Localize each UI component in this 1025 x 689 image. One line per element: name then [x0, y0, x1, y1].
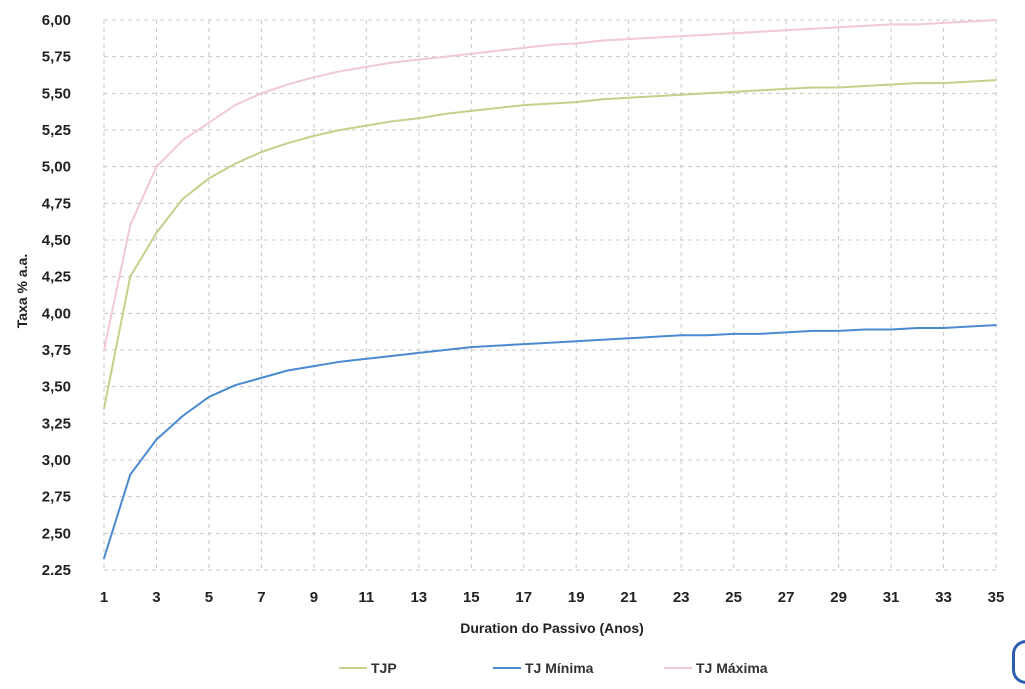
x-tick-label: 29: [830, 589, 847, 606]
x-tick-label: 17: [515, 589, 532, 606]
series-line-1: [103, 79, 997, 410]
y-tick-label: 5,75: [42, 49, 71, 66]
y-axis-ticks: 6,00 5,75 5,50 5,25 5,00 4,75 4,50 4,25 4,00 3,75…: [42, 12, 71, 579]
series-line-2: [103, 324, 997, 560]
x-tick-label: 21: [620, 589, 637, 606]
x-tick-label: 35: [988, 589, 1005, 606]
y-tick-label: 4,50: [42, 232, 71, 249]
y-axis-title: Taxa % a.a.: [14, 254, 30, 328]
y-tick-label: 2,50: [42, 525, 71, 542]
x-tick-label: 25: [725, 589, 742, 606]
y-tick-label: 5,00: [42, 159, 71, 176]
series-line-3: [103, 19, 997, 351]
y-tick-label: 3,25: [42, 415, 71, 432]
x-tick-label: 15: [463, 589, 480, 606]
x-tick-label: 5: [205, 589, 213, 606]
y-tick-label: 3,50: [42, 379, 71, 396]
y-tick-label: 4,00: [42, 305, 71, 322]
y-tick-label: 5,25: [42, 122, 71, 139]
x-tick-label: 19: [568, 589, 585, 606]
corner-badge-icon: [1012, 640, 1025, 684]
x-tick-label: 9: [310, 589, 318, 606]
y-tick-label: 5,50: [42, 85, 71, 102]
legend: TJP TJ Mínima TJ Máxima: [339, 660, 768, 676]
legend-label-2: TJ Mínima: [525, 660, 594, 676]
grid: [103, 19, 997, 571]
y-tick-label: 2,75: [42, 489, 71, 506]
x-tick-label: 23: [673, 589, 690, 606]
series-lines: [103, 19, 997, 560]
y-tick-label: 2.25: [42, 562, 71, 579]
x-tick-label: 11: [358, 589, 374, 606]
legend-label-1: TJP: [371, 660, 397, 676]
legend-label-3: TJ Máxima: [696, 660, 768, 676]
x-tick-label: 1: [100, 589, 108, 606]
x-tick-label: 33: [935, 589, 952, 606]
x-axis-title: Duration do Passivo (Anos): [460, 620, 644, 636]
x-tick-label: 31: [883, 589, 900, 606]
y-tick-label: 4,75: [42, 195, 71, 212]
y-tick-label: 3,00: [42, 452, 71, 469]
x-axis-ticks: 1 3 5 7 9 11 13 15 17 19 21 23 25 27 29 31 33 35: [100, 589, 1005, 606]
x-tick-label: 27: [778, 589, 795, 606]
y-tick-label: 6,00: [42, 12, 71, 29]
y-tick-label: 3,75: [42, 342, 71, 359]
x-tick-label: 7: [257, 589, 265, 606]
x-tick-label: 13: [410, 589, 427, 606]
y-tick-label: 4,25: [42, 269, 71, 286]
x-tick-label: 3: [152, 589, 160, 606]
